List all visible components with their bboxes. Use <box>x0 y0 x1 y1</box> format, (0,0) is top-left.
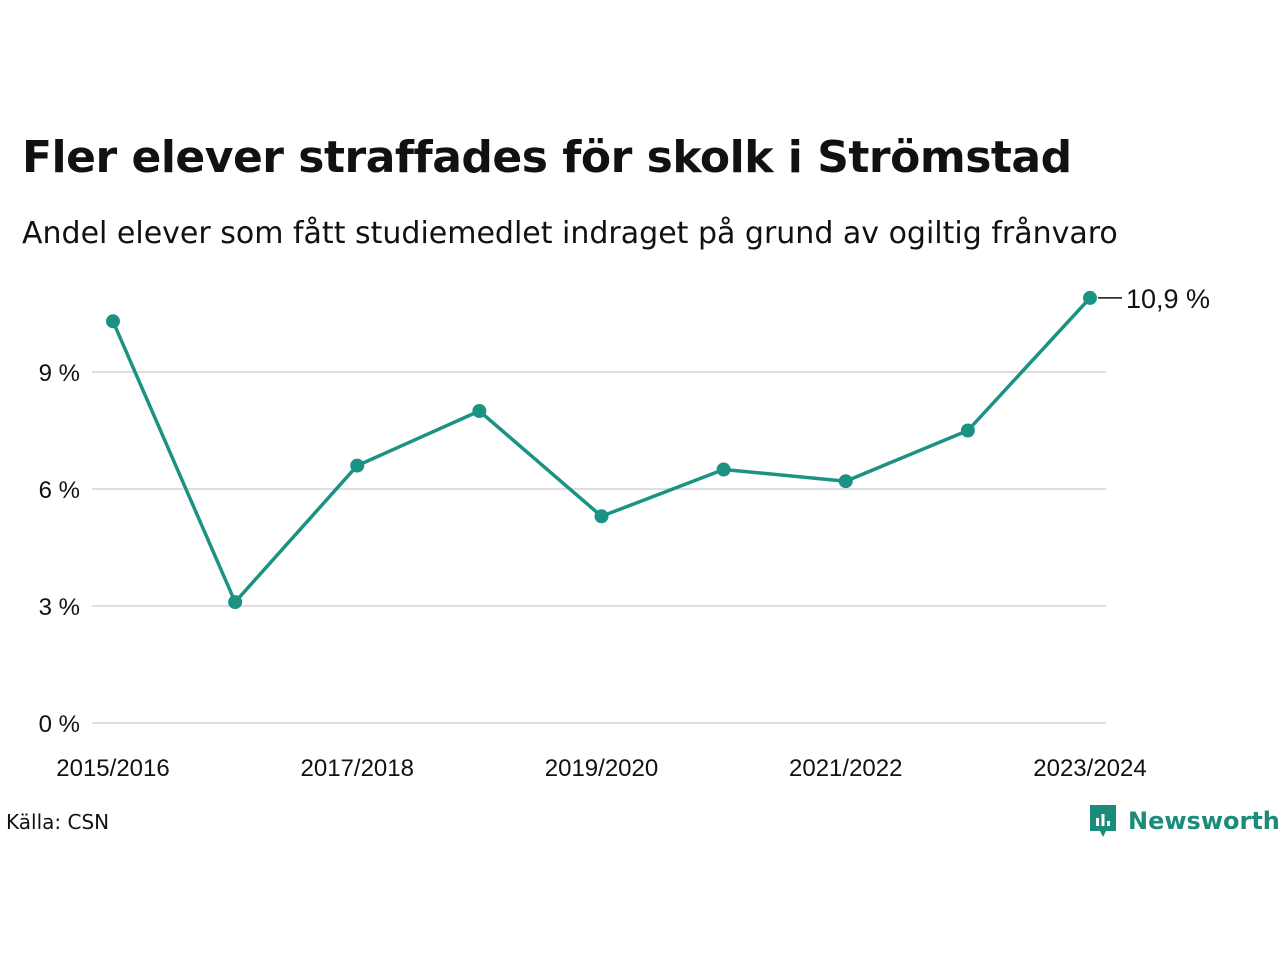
series-line <box>111 296 1092 604</box>
x-tick-label: 2021/2022 <box>789 755 902 782</box>
y-tick-label: 0 % <box>39 711 80 738</box>
x-tick-label: 2019/2020 <box>545 755 658 782</box>
data-point <box>350 458 365 473</box>
x-axis-ticks: 2015/2016 2017/2018 2019/2020 2021/2022 2023… <box>56 755 1146 782</box>
data-point <box>960 423 975 438</box>
source-note: Källa: CSN <box>6 810 110 834</box>
data-point <box>1083 290 1097 305</box>
chart-subtitle: Andel elever som fått studiemedlet indra… <box>22 216 1118 251</box>
x-tick-label: 2023/2024 <box>1033 755 1146 782</box>
y-axis-ticks: 0 % 3 % 6 % 9 % <box>39 360 80 738</box>
end-value-label: 10,9 % <box>1126 284 1210 314</box>
gridlines <box>92 371 1106 724</box>
data-point <box>716 462 731 477</box>
data-point <box>228 595 243 610</box>
x-tick-label: 2017/2018 <box>301 755 414 782</box>
y-tick-label: 6 % <box>39 477 80 504</box>
data-point <box>594 509 609 524</box>
x-tick-label: 2015/2016 <box>56 755 169 782</box>
data-point <box>472 404 487 418</box>
end-annotation: 10,9 % <box>1098 284 1210 314</box>
data-point <box>838 474 853 489</box>
series <box>106 290 1097 610</box>
newsworthy-logo-icon <box>1090 805 1116 837</box>
y-tick-label: 9 % <box>39 360 80 387</box>
y-tick-label: 3 % <box>39 594 80 621</box>
data-point <box>106 314 120 329</box>
brand-logo: Newsworthy <box>1088 803 1280 839</box>
brand-name: Newsworthy <box>1128 807 1280 835</box>
chart-title: Fler elever straffades för skolk i Ström… <box>22 132 1072 183</box>
